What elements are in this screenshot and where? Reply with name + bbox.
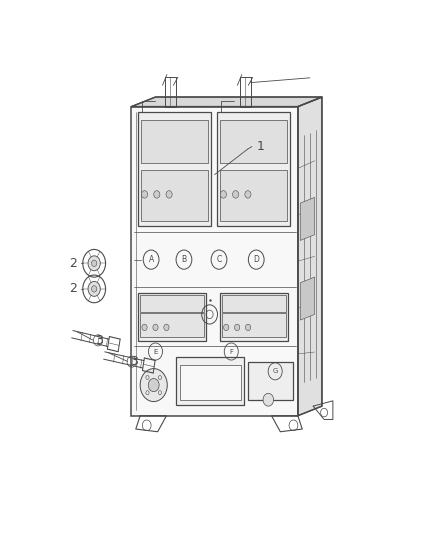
- Circle shape: [234, 324, 240, 330]
- Bar: [222, 312, 286, 337]
- Circle shape: [148, 378, 159, 392]
- Bar: [141, 120, 208, 164]
- Text: C: C: [216, 255, 222, 264]
- Bar: [176, 357, 244, 405]
- Text: B: B: [181, 255, 187, 264]
- Circle shape: [92, 286, 97, 292]
- Text: 1: 1: [256, 140, 264, 153]
- Circle shape: [88, 281, 100, 296]
- Polygon shape: [298, 97, 322, 416]
- Circle shape: [164, 324, 169, 330]
- Polygon shape: [131, 97, 322, 107]
- Circle shape: [140, 369, 167, 401]
- Bar: [180, 365, 241, 400]
- Circle shape: [220, 191, 226, 198]
- Bar: [222, 295, 286, 312]
- Bar: [219, 293, 288, 341]
- Bar: [138, 293, 206, 341]
- Polygon shape: [300, 197, 314, 240]
- Text: G: G: [272, 368, 278, 374]
- Text: 2: 2: [69, 257, 77, 270]
- Text: 3: 3: [95, 334, 103, 346]
- Polygon shape: [300, 277, 314, 320]
- Circle shape: [154, 191, 160, 198]
- Circle shape: [141, 191, 148, 198]
- Circle shape: [233, 191, 239, 198]
- Bar: [217, 112, 290, 227]
- Text: D: D: [253, 255, 259, 264]
- Circle shape: [223, 324, 229, 330]
- Text: E: E: [153, 349, 158, 354]
- Text: F: F: [229, 349, 233, 354]
- Text: 2: 2: [69, 282, 77, 295]
- Circle shape: [166, 191, 172, 198]
- Bar: [220, 120, 286, 164]
- Bar: [140, 312, 204, 337]
- Circle shape: [245, 324, 251, 330]
- Bar: [141, 169, 208, 221]
- Circle shape: [153, 324, 158, 330]
- Bar: [131, 107, 298, 416]
- Circle shape: [88, 256, 100, 271]
- Circle shape: [263, 393, 274, 406]
- Bar: [138, 112, 211, 227]
- Bar: [248, 362, 293, 400]
- Bar: [220, 169, 286, 221]
- Text: 3: 3: [130, 355, 138, 368]
- Text: A: A: [148, 255, 154, 264]
- Circle shape: [92, 260, 97, 266]
- Circle shape: [245, 191, 251, 198]
- Bar: [140, 295, 204, 312]
- Circle shape: [142, 324, 147, 330]
